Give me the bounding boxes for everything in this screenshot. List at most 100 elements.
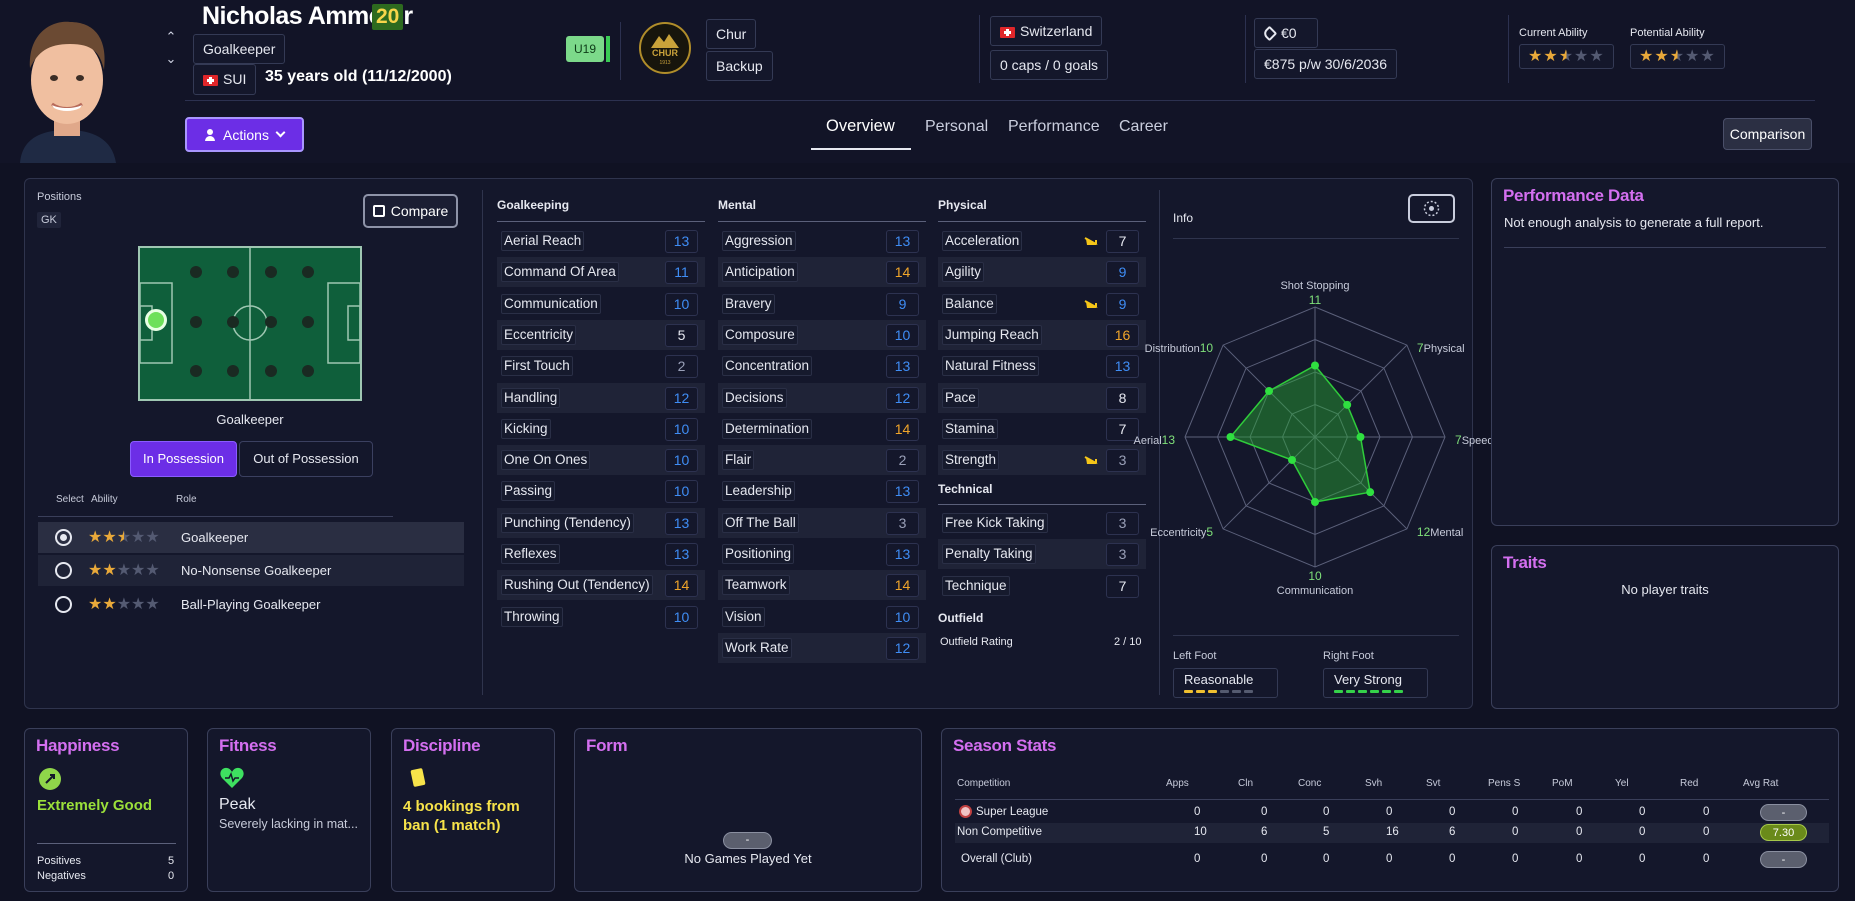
attribute-name: Teamwork bbox=[722, 575, 790, 596]
attribute-row[interactable]: Reflexes 13 bbox=[497, 539, 705, 569]
radar-settings-button[interactable] bbox=[1408, 194, 1455, 223]
comparison-button[interactable]: Comparison bbox=[1723, 118, 1812, 150]
attribute-row[interactable]: Acceleration 7 bbox=[938, 226, 1146, 256]
attribute-row[interactable]: Free Kick Taking 3 bbox=[938, 508, 1146, 538]
attribute-row[interactable]: Throwing 10 bbox=[497, 602, 705, 632]
attribute-row[interactable]: Flair 2 bbox=[718, 445, 926, 476]
attribute-row[interactable]: Bravery 9 bbox=[718, 289, 926, 319]
role-row[interactable]: ★★★★★ Ball-Playing Goalkeeper bbox=[38, 589, 464, 620]
positions-label: Positions bbox=[37, 191, 82, 203]
tab-career[interactable]: Career bbox=[1119, 118, 1168, 135]
attribute-row[interactable]: Vision 10 bbox=[718, 602, 926, 632]
season-stat-value: 0 bbox=[1512, 826, 1519, 838]
attribute-row[interactable]: Passing 10 bbox=[497, 476, 705, 506]
squad-status-chip: Backup bbox=[706, 51, 773, 81]
attribute-row[interactable]: Agility 9 bbox=[938, 257, 1146, 288]
discipline-card[interactable] bbox=[391, 728, 555, 892]
attribute-row[interactable]: Leadership 13 bbox=[718, 476, 926, 506]
club-logo[interactable]: CHUR 1913 bbox=[639, 22, 691, 74]
role-radio[interactable] bbox=[55, 529, 72, 546]
attribute-row[interactable]: Punching (Tendency) 13 bbox=[497, 507, 705, 538]
pitch-position-dot[interactable] bbox=[227, 266, 239, 278]
tab-overview[interactable]: Overview bbox=[826, 117, 895, 135]
out-of-possession-toggle[interactable]: Out of Possession bbox=[239, 441, 373, 477]
fitness-card[interactable] bbox=[207, 728, 371, 892]
attribute-row[interactable]: Natural Fitness 13 bbox=[938, 351, 1146, 381]
attribute-name: Strength bbox=[942, 450, 1000, 471]
season-stat-value: 0 bbox=[1576, 806, 1583, 818]
attribute-row[interactable]: Teamwork 14 bbox=[718, 570, 926, 601]
position-pitch[interactable] bbox=[138, 246, 362, 401]
attribute-row[interactable]: Eccentricity 5 bbox=[497, 319, 705, 350]
pitch-position-dot[interactable] bbox=[265, 365, 277, 377]
season-stats-row[interactable]: Overall (Club) 0 0 0 0 0 0 0 0 0 - bbox=[955, 850, 1829, 870]
attribute-name: Reflexes bbox=[501, 544, 560, 564]
attribute-row[interactable]: Balance 9 bbox=[938, 289, 1146, 319]
next-player-arrow[interactable]: ⌄ bbox=[165, 51, 177, 66]
attribute-name: Free Kick Taking bbox=[942, 513, 1048, 533]
tab-performance[interactable]: Performance bbox=[1008, 118, 1100, 135]
attribute-row[interactable]: Work Rate 12 bbox=[718, 632, 926, 663]
pitch-position-dot[interactable] bbox=[227, 316, 239, 328]
attribute-row[interactable]: Aggression 13 bbox=[718, 226, 926, 256]
radar-axis-name: Eccentricity bbox=[1150, 526, 1207, 539]
club-chip[interactable]: Chur bbox=[706, 19, 757, 49]
attribute-row[interactable]: Concentration 13 bbox=[718, 351, 926, 381]
radar-point bbox=[1265, 387, 1274, 396]
pitch-position-dot[interactable] bbox=[190, 266, 202, 278]
attribute-row[interactable]: Handling 12 bbox=[497, 382, 705, 413]
pitch-position-dot[interactable] bbox=[302, 365, 314, 377]
attribute-row[interactable]: Anticipation 14 bbox=[718, 257, 926, 288]
attribute-row[interactable]: Decisions 12 bbox=[718, 382, 926, 413]
season-stats-row[interactable]: Non Competitive 10 6 5 16 6 0 0 0 0 7.30 bbox=[955, 823, 1829, 843]
attribute-value: 13 bbox=[1106, 355, 1139, 379]
pitch-position-dot[interactable] bbox=[190, 365, 202, 377]
tab-personal[interactable]: Personal bbox=[925, 118, 989, 135]
pitch-position-dot[interactable] bbox=[302, 266, 314, 278]
attribute-row[interactable]: Command Of Area 11 bbox=[497, 257, 705, 288]
role-row[interactable]: ★★★★★ Goalkeeper bbox=[38, 522, 464, 553]
attribute-row[interactable]: Jumping Reach 16 bbox=[938, 319, 1146, 350]
nation-name-chip[interactable]: Switzerland bbox=[990, 16, 1103, 46]
attribute-name: Penalty Taking bbox=[942, 544, 1036, 565]
attribute-row[interactable]: One On Ones 10 bbox=[497, 445, 705, 476]
attribute-row[interactable]: Off The Ball 3 bbox=[718, 507, 926, 538]
attribute-row[interactable]: Aerial Reach 13 bbox=[497, 226, 705, 256]
attribute-row[interactable]: Penalty Taking 3 bbox=[938, 539, 1146, 570]
attribute-row[interactable]: Composure 10 bbox=[718, 319, 926, 350]
radar-axis-value: 12 bbox=[1416, 524, 1431, 539]
attribute-name: Determination bbox=[722, 418, 813, 439]
role-row[interactable]: ★★★★★ No-Nonsense Goalkeeper bbox=[38, 555, 464, 586]
in-possession-toggle[interactable]: In Possession bbox=[130, 441, 237, 477]
pitch-position-dot[interactable] bbox=[265, 266, 277, 278]
player-value: €0 bbox=[1281, 25, 1297, 41]
goalkeeper-position-dot[interactable] bbox=[145, 309, 167, 331]
attribute-value: 14 bbox=[886, 261, 919, 285]
attribute-name: Jumping Reach bbox=[942, 324, 1042, 345]
attribute-row[interactable]: Technique 7 bbox=[938, 571, 1146, 601]
role-radio[interactable] bbox=[55, 596, 72, 613]
divider bbox=[979, 15, 980, 83]
radar-axis-name: Distribution bbox=[1144, 343, 1200, 356]
form-card[interactable] bbox=[574, 728, 922, 892]
attribute-row[interactable]: First Touch 2 bbox=[497, 351, 705, 381]
attribute-row[interactable]: Stamina 7 bbox=[938, 414, 1146, 444]
happiness-card[interactable] bbox=[24, 728, 188, 892]
pitch-position-dot[interactable] bbox=[302, 316, 314, 328]
attribute-row[interactable]: Communication 10 bbox=[497, 289, 705, 319]
season-stats-row[interactable]: Super League 0 0 0 0 0 0 0 0 0 - bbox=[955, 803, 1829, 823]
previous-player-arrow[interactable]: ⌃ bbox=[165, 29, 177, 44]
compare-button[interactable]: Compare bbox=[363, 194, 458, 228]
pitch-position-dot[interactable] bbox=[265, 316, 277, 328]
actions-button[interactable]: Actions bbox=[185, 117, 304, 152]
attribute-row[interactable]: Kicking 10 bbox=[497, 414, 705, 444]
avg-rating-badge: - bbox=[1760, 851, 1807, 868]
attribute-row[interactable]: Pace 8 bbox=[938, 382, 1146, 413]
pitch-position-dot[interactable] bbox=[227, 365, 239, 377]
attribute-row[interactable]: Rushing Out (Tendency) 14 bbox=[497, 570, 705, 601]
role-radio[interactable] bbox=[55, 562, 72, 579]
pitch-position-dot[interactable] bbox=[190, 316, 202, 328]
attribute-row[interactable]: Strength 3 bbox=[938, 445, 1146, 476]
attribute-row[interactable]: Determination 14 bbox=[718, 414, 926, 444]
attribute-row[interactable]: Positioning 13 bbox=[718, 539, 926, 569]
